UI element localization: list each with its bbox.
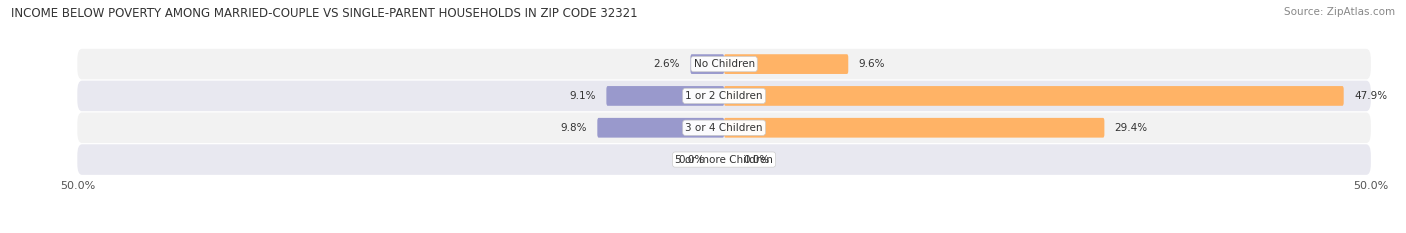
Text: 1 or 2 Children: 1 or 2 Children [685,91,763,101]
FancyBboxPatch shape [606,86,724,106]
Text: INCOME BELOW POVERTY AMONG MARRIED-COUPLE VS SINGLE-PARENT HOUSEHOLDS IN ZIP COD: INCOME BELOW POVERTY AMONG MARRIED-COUPL… [11,7,638,20]
FancyBboxPatch shape [77,113,1371,143]
Text: 0.0%: 0.0% [679,154,704,164]
Text: Source: ZipAtlas.com: Source: ZipAtlas.com [1284,7,1395,17]
FancyBboxPatch shape [724,54,848,74]
Text: 9.8%: 9.8% [561,123,586,133]
Text: 2.6%: 2.6% [654,59,681,69]
FancyBboxPatch shape [77,81,1371,111]
FancyBboxPatch shape [690,54,724,74]
Text: 9.6%: 9.6% [859,59,886,69]
Text: 29.4%: 29.4% [1115,123,1147,133]
Text: No Children: No Children [693,59,755,69]
Text: 9.1%: 9.1% [569,91,596,101]
FancyBboxPatch shape [724,86,1344,106]
FancyBboxPatch shape [598,118,724,138]
FancyBboxPatch shape [77,49,1371,79]
Text: 47.9%: 47.9% [1354,91,1388,101]
Text: 3 or 4 Children: 3 or 4 Children [685,123,763,133]
Text: 5 or more Children: 5 or more Children [675,154,773,164]
Text: 0.0%: 0.0% [744,154,769,164]
FancyBboxPatch shape [724,118,1104,138]
FancyBboxPatch shape [77,144,1371,175]
